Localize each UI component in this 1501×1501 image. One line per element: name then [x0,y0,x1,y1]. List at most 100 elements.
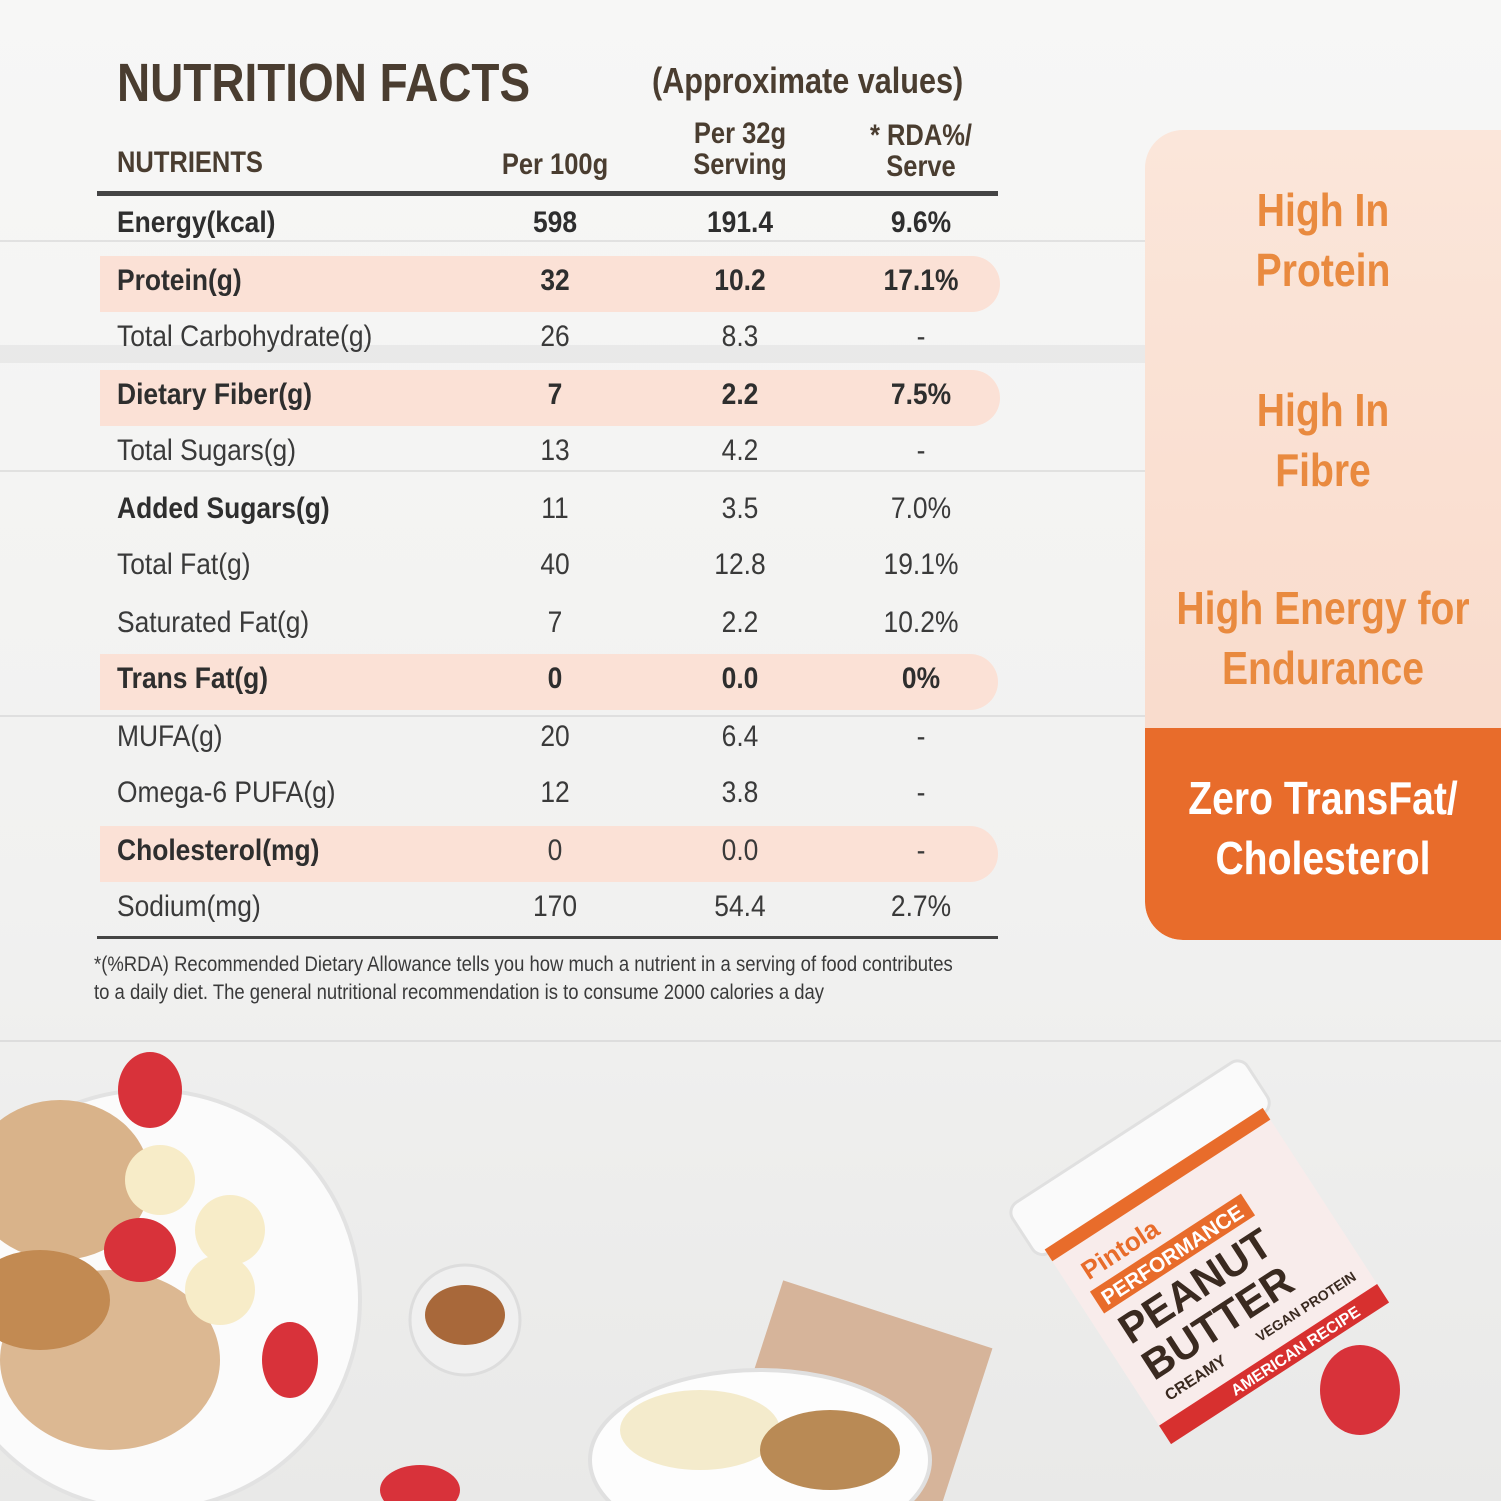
banana-slice [195,1195,265,1265]
cell-per100: 40 [540,548,570,581]
table-row: Protein(g) 32 10.2 17.1% [100,256,1000,312]
table-row: Total Fat(g) 40 12.8 19.1% [100,540,1000,596]
table-row: Trans Fat(g) 0 0.0 0% [100,654,998,710]
table-row: Total Sugars(g) 13 4.2 - [100,426,1000,482]
cell-label: Total Carbohydrate(g) [117,320,373,353]
table-bottom-rule [97,936,998,939]
banana-slice [185,1255,255,1325]
claim-zero-transfat: Zero TransFat/Cholesterol [1172,768,1475,888]
footnote: *(%RDA) Recommended Dietary Allowance te… [94,951,953,1007]
cell-serving: 12.8 [714,548,766,581]
claim-energy: High Energy for Endurance [1172,578,1475,698]
page-title: NUTRITION FACTS [117,53,531,113]
claim-line: Endurance [1221,642,1425,694]
cell-per100: 598 [532,206,578,239]
jar-line-badge [1089,1193,1256,1314]
background-plank [0,345,1501,363]
header-serving-line1: Per 32g [693,117,787,150]
strawberry [380,1465,460,1501]
cell-rda: - [916,720,926,753]
claim-line: High Energy for [1176,582,1470,634]
cell-serving: 0.0 [721,662,759,695]
table-row: Added Sugars(g) 11 3.5 7.0% [100,484,1000,540]
cell-serving: 2.2 [721,606,759,639]
background-plank [0,715,1501,717]
banana-slices [620,1390,780,1470]
cell-per100: 11 [541,492,569,525]
footnote-line2: to a daily diet. The general nutritional… [94,981,825,1004]
background-plank [0,1040,1501,1042]
claim-fibre: High In Fibre [1172,380,1475,500]
cell-rda: 0% [901,662,941,695]
cell-label: Added Sugars(g) [117,492,330,525]
claim-line: Zero TransFat/ [1188,772,1458,824]
cell-label: Saturated Fat(g) [117,606,310,639]
cell-label: Dietary Fiber(g) [117,378,313,411]
table-row: Saturated Fat(g) 7 2.2 10.2% [100,598,1000,654]
table-row: MUFA(g) 20 6.4 - [100,712,1000,768]
cell-label: Trans Fat(g) [117,662,269,695]
claim-line: High In [1256,184,1390,236]
peanut-butter-dollop [0,1250,110,1350]
cell-label: Cholesterol(mg) [117,834,320,867]
cell-per100: 7 [547,378,563,411]
claim-highlight-box [1145,728,1501,940]
cell-per100: 170 [532,890,578,923]
table-row: Sodium(mg) 170 54.4 2.7% [100,882,1000,938]
header-rda-line1: * RDA%/ [869,119,972,152]
header-rda: * RDA%/Serve [853,120,989,182]
product-jar: Pintola PERFORMANCE PEANUT BUTTER CREAMY… [1009,1059,1390,1445]
header-rda-line2: Serve [886,150,956,183]
background-plank [0,240,1501,242]
cell-rda: 7.0% [890,492,952,525]
jar-body [1044,1107,1388,1443]
cell-rda: 2.7% [890,890,952,923]
cell-serving: 4.2 [721,434,759,467]
strawberry [1320,1345,1400,1435]
pancake [0,1100,150,1260]
claim-line: Protein [1255,244,1391,296]
cell-label: Energy(kcal) [117,206,276,239]
cell-label: Total Sugars(g) [117,434,297,467]
table-row: Omega-6 PUFA(g) 12 3.8 - [100,768,1000,824]
cell-label: Sodium(mg) [117,890,261,923]
claim-line: Cholesterol [1215,832,1431,884]
cell-per100: 0 [547,834,563,867]
cell-per100: 32 [540,264,570,297]
cell-per100: 0 [547,662,563,695]
header-nutrients: NUTRIENTS [117,146,263,179]
cell-rda: - [916,320,926,353]
strawberry [262,1322,318,1398]
table-row: Dietary Fiber(g) 7 2.2 7.5% [100,370,1000,426]
footnote-line1: *(%RDA) Recommended Dietary Allowance te… [94,953,953,976]
cell-label: Total Fat(g) [117,548,251,581]
header-serving: Per 32g Serving [672,118,808,180]
cell-serving: 0.0 [721,834,759,867]
banana-slice [125,1145,195,1215]
cell-label: Protein(g) [117,264,242,297]
cell-rda: 7.5% [890,378,952,411]
cell-rda: 10.2% [883,606,959,639]
cell-rda: - [916,834,926,867]
cell-serving: 3.8 [721,776,759,809]
granola [760,1410,900,1490]
cell-serving: 10.2 [714,264,766,297]
cell-per100: 12 [540,776,570,809]
cell-serving: 3.5 [721,492,759,525]
claims-panel: High In Protein High In Fibre High Energy … [1145,130,1501,940]
almonds [425,1285,505,1345]
claim-line: High In [1256,384,1390,436]
cell-serving: 2.2 [721,378,759,411]
strawberry [104,1218,176,1282]
claim-protein: High In Protein [1172,180,1475,300]
jar-stripe [1044,1107,1271,1262]
cell-serving: 54.4 [714,890,766,923]
cell-rda: - [916,776,926,809]
background-plank [0,470,1501,472]
cell-per100: 26 [540,320,570,353]
header-rule [97,191,998,196]
cell-rda: - [916,434,926,467]
cell-serving: 8.3 [721,320,759,353]
claim-line: Fibre [1275,444,1371,496]
cell-per100: 13 [540,434,570,467]
